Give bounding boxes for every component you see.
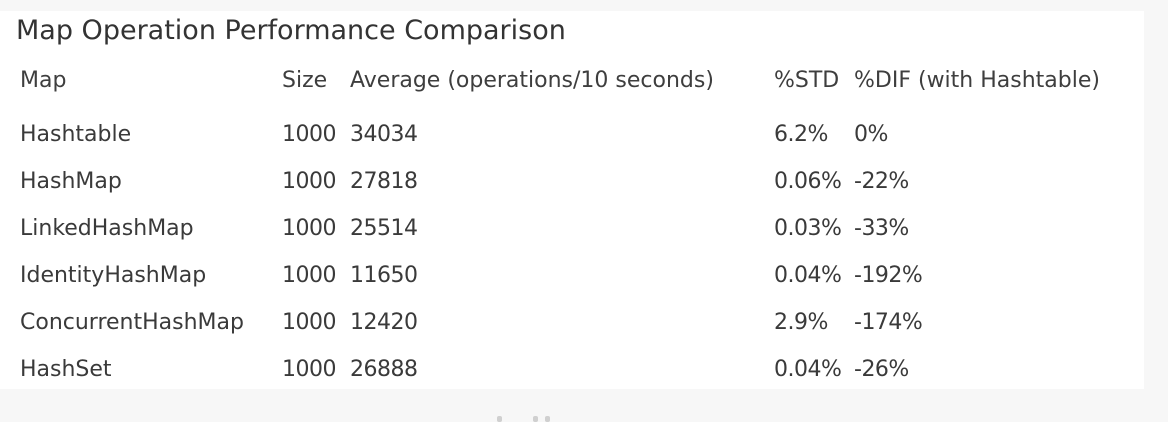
- cell-average: 26888: [350, 357, 418, 382]
- cell-size: 1000: [282, 122, 337, 147]
- cell-size: 1000: [282, 357, 337, 382]
- cell-std: 0.03%: [774, 216, 842, 241]
- table-title: Map Operation Performance Comparison: [16, 15, 566, 46]
- cell-std: 0.04%: [774, 357, 842, 382]
- cell-std: 6.2%: [774, 122, 828, 147]
- cell-map: Hashtable: [20, 122, 132, 147]
- cell-std: 0.04%: [774, 263, 842, 288]
- cell-size: 1000: [282, 169, 337, 194]
- cell-size: 1000: [282, 216, 337, 241]
- cell-dif: -22%: [854, 169, 909, 194]
- cell-average: 11650: [350, 263, 418, 288]
- cell-average: 25514: [350, 216, 418, 241]
- cell-dif: -26%: [854, 357, 909, 382]
- cell-map: LinkedHashMap: [20, 216, 194, 241]
- cell-average: 34034: [350, 122, 418, 147]
- cropped-glyph: [497, 416, 502, 422]
- header-map: Map: [20, 68, 67, 93]
- cell-map: ConcurrentHashMap: [20, 310, 244, 335]
- cell-std: 2.9%: [774, 310, 828, 335]
- header-dif: %DIF (with Hashtable): [854, 68, 1100, 93]
- header-std: %STD: [774, 68, 840, 93]
- header-average: Average (operations/10 seconds): [350, 68, 714, 93]
- header-size: Size: [282, 68, 328, 93]
- cell-size: 1000: [282, 310, 337, 335]
- cell-size: 1000: [282, 263, 337, 288]
- cell-map: IdentityHashMap: [20, 263, 207, 288]
- cell-map: HashMap: [20, 169, 122, 194]
- cell-average: 27818: [350, 169, 418, 194]
- cell-map: HashSet: [20, 357, 112, 382]
- cell-std: 0.06%: [774, 169, 842, 194]
- cell-dif: 0%: [854, 122, 888, 147]
- cropped-glyph: [545, 416, 550, 422]
- cell-dif: -33%: [854, 216, 909, 241]
- performance-table-card: Map Operation Performance Comparison Map…: [0, 11, 1144, 389]
- cell-dif: -174%: [854, 310, 923, 335]
- cropped-caption-fragment: [497, 414, 557, 422]
- cell-average: 12420: [350, 310, 418, 335]
- cell-dif: -192%: [854, 263, 923, 288]
- cropped-glyph: [533, 416, 538, 422]
